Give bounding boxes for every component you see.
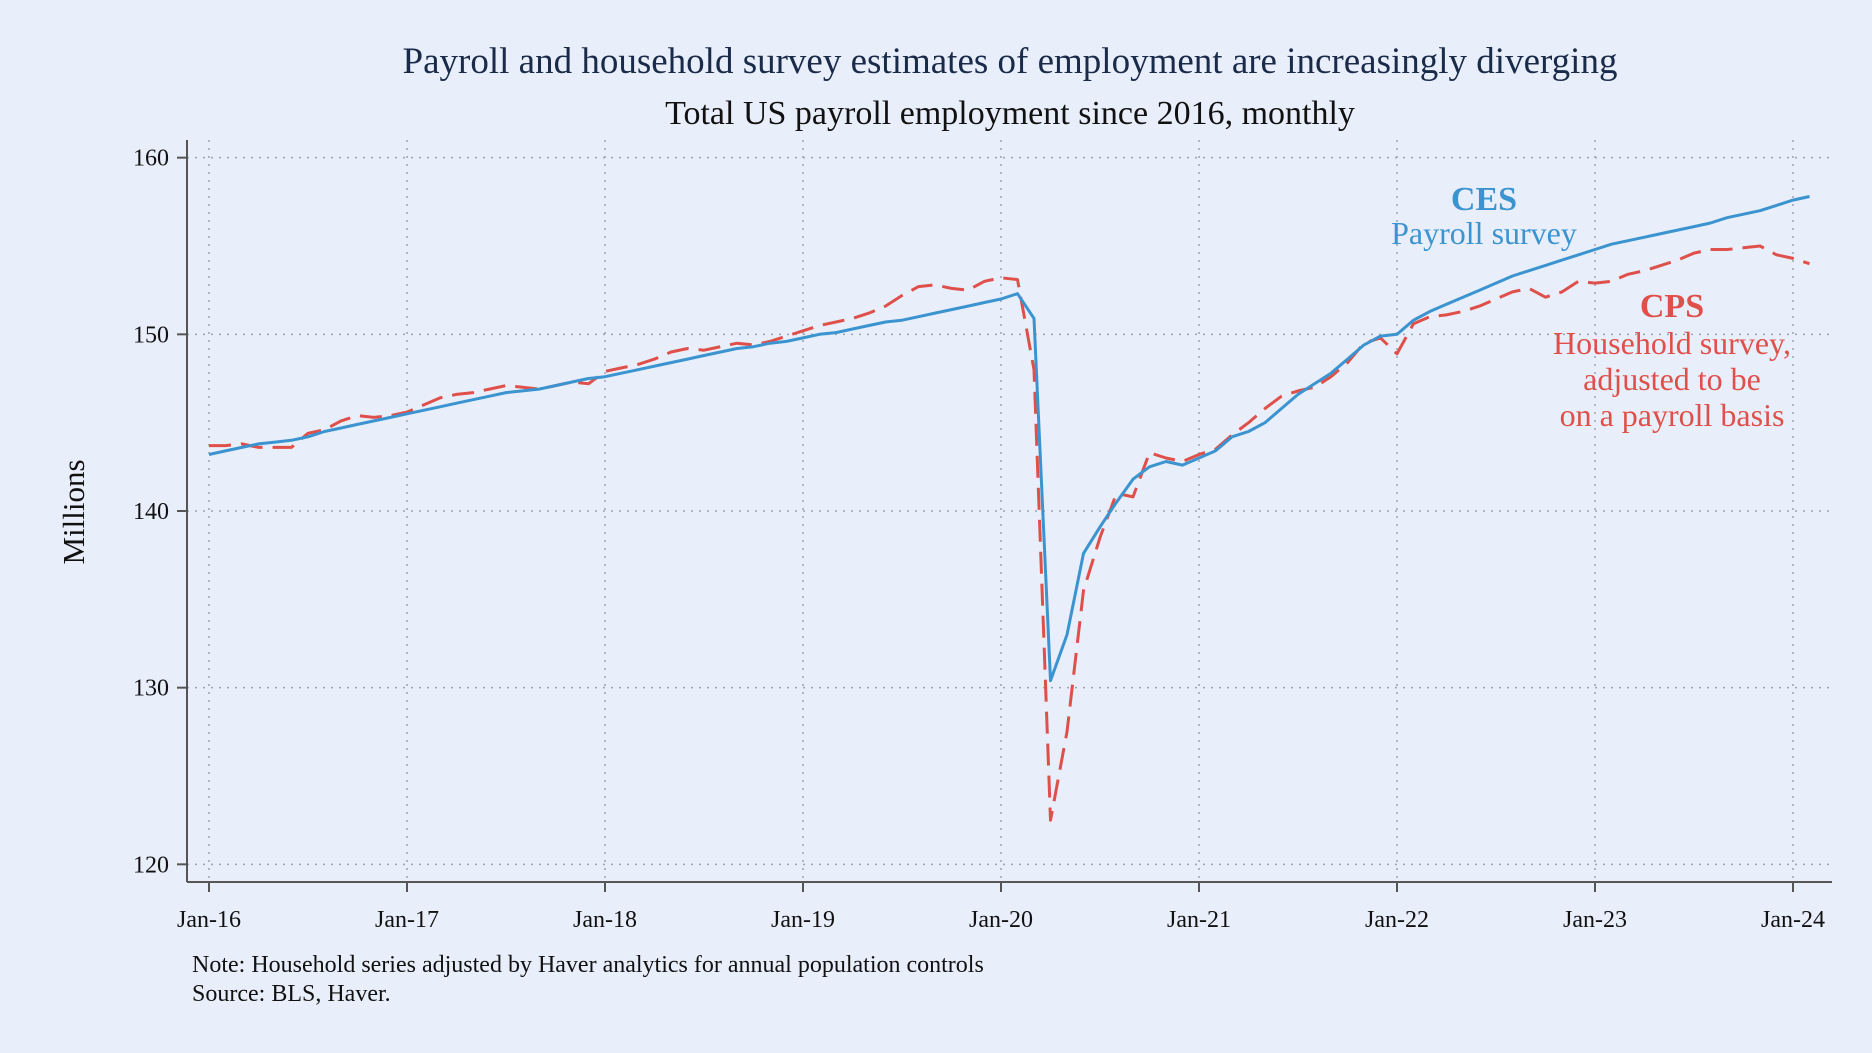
annotation-cps-line-2: adjusted to be	[1583, 361, 1761, 397]
annotation-ces-description: Payroll survey	[1391, 215, 1577, 251]
y-axis-ticks: 120 130 140 150 160	[133, 146, 187, 878]
series-line-cps	[209, 244, 1810, 822]
y-tick-label-160: 160	[133, 146, 169, 172]
x-tick-label-Jan-24: Jan-24	[1761, 907, 1825, 933]
x-tick-label-Jan-17: Jan-17	[375, 907, 439, 933]
x-tick-label-Jan-18: Jan-18	[573, 907, 637, 933]
x-tick-label-Jan-16: Jan-16	[177, 907, 241, 933]
x-tick-label-Jan-23: Jan-23	[1563, 907, 1627, 933]
y-tick-label-120: 120	[133, 852, 169, 878]
note-text: Note: Household series adjusted by Haver…	[192, 952, 984, 978]
y-tick-label-150: 150	[133, 322, 169, 348]
x-tick-label-Jan-21: Jan-21	[1167, 907, 1231, 933]
y-tick-label-140: 140	[133, 499, 169, 525]
chart-subtitle: Total US payroll employment since 2016, …	[665, 95, 1355, 132]
source-text: Source: BLS, Haver.	[192, 981, 391, 1007]
annotation-cps-name: CPS	[1640, 288, 1704, 325]
x-tick-label-Jan-22: Jan-22	[1365, 907, 1429, 933]
x-tick-label-Jan-19: Jan-19	[771, 907, 835, 933]
annotation-ces-name: CES	[1451, 181, 1517, 218]
chart-title: Payroll and household survey estimates o…	[403, 41, 1618, 82]
x-axis-ticks: Jan-16 Jan-17 Jan-18 Jan-19 Jan-20 Jan-21 Jan-…	[177, 882, 1825, 933]
annotation-cps-line-3: on a payroll basis	[1560, 397, 1785, 433]
y-axis-label: Millions	[56, 459, 91, 564]
y-tick-label-130: 130	[133, 676, 169, 702]
x-tick-label-Jan-20: Jan-20	[969, 907, 1033, 933]
annotation-cps-line-1: Household survey,	[1553, 325, 1791, 361]
series-line-ces	[208, 195, 1810, 683]
